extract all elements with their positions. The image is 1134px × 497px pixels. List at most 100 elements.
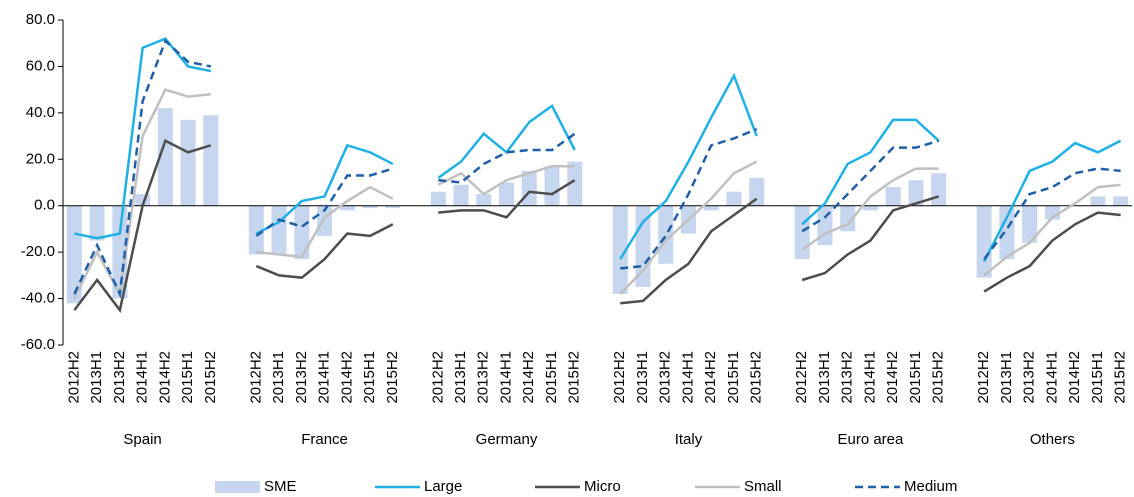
x-tick-label: 2015H1: [361, 351, 378, 404]
line: [438, 132, 576, 184]
bar: [66, 205, 82, 304]
y-tick-label: -40.0: [21, 290, 55, 307]
line: [438, 179, 576, 219]
bar: [999, 205, 1015, 260]
x-tick-label: 2015H1: [1089, 351, 1106, 404]
legend-label: SME: [264, 478, 297, 495]
bar: [1113, 196, 1129, 206]
bar: [1090, 196, 1106, 206]
y-tick-label: -20.0: [21, 243, 55, 260]
bar: [89, 205, 105, 241]
x-tick-label: 2015H1: [179, 351, 196, 404]
y-tick-label: -60.0: [21, 336, 55, 353]
y-tick-label: 0.0: [34, 197, 55, 214]
line: [801, 167, 939, 251]
x-tick-label: 2013H1: [634, 351, 651, 404]
x-tick-label: 2015H1: [543, 351, 560, 404]
x-tick-label: 2013H2: [475, 351, 492, 404]
legend-label: Medium: [904, 478, 957, 495]
bar: [294, 205, 310, 260]
line: [74, 37, 212, 240]
bar: [248, 205, 264, 255]
x-tick-label: 2014H2: [338, 351, 355, 404]
bar: [794, 205, 810, 260]
line: [620, 127, 758, 270]
line: [255, 223, 394, 279]
x-tick-label: 2012H2: [793, 351, 810, 404]
x-tick-label: 2014H2: [702, 351, 719, 404]
x-tick-label: 2014H1: [316, 351, 333, 404]
bar: [817, 205, 833, 246]
line: [983, 211, 1121, 293]
bar: [476, 194, 492, 206]
x-tick-label: 2013H1: [88, 351, 105, 404]
x-tick-label: 2014H2: [156, 351, 173, 404]
x-tick-label: 2015H1: [907, 351, 924, 404]
y-tick-label: 40.0: [26, 104, 55, 121]
x-tick-label: 2015H2: [748, 351, 765, 404]
group-label: Others: [1030, 431, 1075, 448]
bar: [180, 119, 196, 206]
x-tick-label: 2012H2: [975, 351, 992, 404]
x-tick-label: 2014H2: [1066, 351, 1083, 404]
bar: [339, 205, 355, 211]
x-tick-label: 2013H1: [270, 351, 287, 404]
legend-label: Large: [424, 478, 462, 495]
line: [983, 183, 1121, 277]
group-label: France: [301, 431, 348, 448]
bar: [976, 205, 992, 278]
bar: [362, 205, 378, 209]
line: [437, 165, 575, 196]
bar: [567, 161, 583, 206]
x-tick-label: 2012H2: [429, 351, 446, 404]
line: [256, 185, 394, 259]
y-tick-label: 60.0: [26, 57, 55, 74]
bar: [658, 205, 674, 264]
x-tick-label: 2014H2: [520, 351, 537, 404]
bar: [862, 205, 878, 211]
bar: [749, 177, 765, 206]
line: [619, 160, 758, 295]
x-tick-label: 2015H1: [725, 351, 742, 404]
x-tick-label: 2015H2: [384, 351, 401, 404]
x-tick-label: 2014H1: [861, 351, 878, 404]
x-tick-label: 2014H1: [679, 351, 696, 404]
bar: [908, 180, 924, 206]
bar: [499, 182, 515, 206]
group-label: Italy: [675, 431, 703, 448]
bar: [203, 115, 219, 206]
bar: [612, 205, 628, 294]
bar: [703, 205, 719, 211]
x-tick-label: 2015H2: [930, 351, 947, 404]
x-tick-label: 2013H2: [839, 351, 856, 404]
x-tick-label: 2013H2: [111, 351, 128, 404]
line: [620, 197, 758, 305]
x-tick-label: 2013H1: [998, 351, 1015, 404]
x-tick-label: 2014H1: [497, 351, 514, 404]
bar: [726, 191, 742, 206]
x-tick-label: 2013H1: [452, 351, 469, 404]
x-tick-label: 2014H1: [134, 351, 151, 404]
group-label: Germany: [476, 431, 538, 448]
legend-label: Small: [744, 478, 782, 495]
line: [255, 143, 394, 235]
x-tick-label: 2014H1: [1043, 351, 1060, 404]
bar: [1022, 205, 1038, 243]
line: [255, 167, 394, 237]
x-tick-label: 2015H2: [202, 351, 219, 404]
bar: [385, 205, 401, 209]
x-tick-label: 2014H2: [884, 351, 901, 404]
legend-label: Micro: [584, 478, 621, 495]
line: [619, 72, 758, 260]
line: [801, 139, 940, 233]
line: [983, 139, 1122, 263]
line: [801, 195, 940, 282]
group-label: Euro area: [837, 431, 904, 448]
bar: [544, 166, 560, 206]
bar: [453, 184, 469, 206]
line: [437, 104, 576, 179]
line: [73, 138, 212, 314]
group-label: Spain: [123, 431, 161, 448]
bar: [885, 187, 901, 206]
